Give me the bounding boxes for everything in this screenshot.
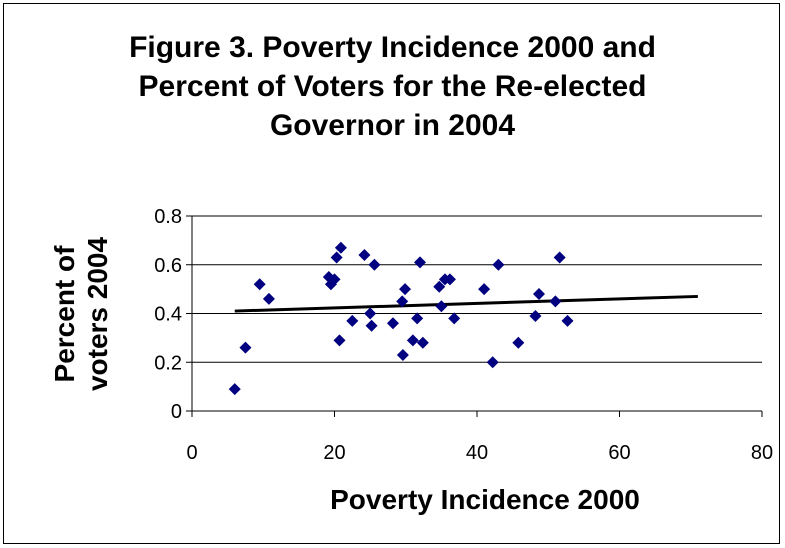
data-point bbox=[239, 341, 252, 354]
data-point bbox=[346, 314, 359, 327]
trendline-group bbox=[234, 294, 698, 313]
data-point bbox=[365, 319, 378, 332]
data-point bbox=[433, 280, 446, 293]
data-point bbox=[334, 241, 347, 254]
data-point bbox=[553, 251, 566, 264]
data-point bbox=[386, 317, 399, 330]
x-tick-label: 0 bbox=[186, 442, 197, 464]
chart-title-line-1: Figure 3. Poverty Incidence 2000 and bbox=[129, 31, 656, 64]
x-tick-label: 60 bbox=[608, 442, 630, 464]
data-point bbox=[561, 314, 574, 327]
x-axis-title: Poverty Incidence 2000 bbox=[330, 484, 640, 515]
data-point bbox=[512, 336, 525, 349]
data-point bbox=[414, 256, 426, 269]
data-point bbox=[396, 348, 409, 361]
data-point bbox=[368, 258, 381, 271]
trendline bbox=[234, 294, 698, 313]
x-tick-label: 80 bbox=[751, 442, 773, 464]
x-tick-labels: 0 20 40 60 80 bbox=[186, 442, 773, 464]
data-point bbox=[448, 312, 461, 325]
y-axis-title-line-1: Percent of bbox=[49, 245, 80, 383]
data-point bbox=[399, 283, 412, 296]
data-point bbox=[478, 283, 491, 296]
y-tick-label: 0.6 bbox=[154, 255, 182, 277]
data-points bbox=[228, 241, 574, 396]
data-point bbox=[492, 258, 505, 271]
chart-title: Figure 3. Poverty Incidence 2000 and Per… bbox=[0, 28, 785, 145]
axes bbox=[186, 215, 763, 417]
y-tick-labels: 0 0.2 0.4 0.6 0.8 bbox=[154, 206, 182, 423]
data-point bbox=[396, 295, 409, 308]
data-point bbox=[416, 336, 429, 349]
gridlines bbox=[192, 215, 762, 363]
data-point bbox=[228, 383, 241, 396]
x-tick-label: 40 bbox=[466, 442, 488, 464]
y-axis-title-line-2: voters 2004 bbox=[82, 237, 113, 392]
data-point bbox=[364, 307, 377, 320]
data-point bbox=[328, 273, 341, 286]
y-axis-title: Percent of voters 2004 bbox=[49, 237, 113, 392]
chart-title-line-2: Percent of Voters for the Re-elected bbox=[138, 70, 647, 103]
data-point bbox=[253, 278, 266, 291]
data-point bbox=[406, 334, 419, 347]
data-point bbox=[532, 288, 545, 300]
y-tick-label: 0.2 bbox=[154, 352, 182, 374]
chart-title-line-3: Governor in 2004 bbox=[269, 109, 516, 142]
y-tick-label: 0 bbox=[171, 401, 182, 423]
data-point bbox=[435, 300, 448, 313]
data-point bbox=[330, 251, 343, 264]
data-point bbox=[411, 312, 424, 325]
data-point bbox=[262, 292, 275, 305]
data-point bbox=[333, 334, 346, 347]
data-point bbox=[486, 356, 499, 369]
data-point bbox=[358, 249, 371, 261]
y-tick-label: 0.4 bbox=[154, 304, 182, 326]
data-point bbox=[549, 295, 562, 308]
x-tick-label: 20 bbox=[323, 442, 345, 464]
data-point bbox=[529, 309, 542, 322]
chart-frame bbox=[3, 3, 780, 544]
data-point bbox=[443, 273, 456, 286]
y-tick-label: 0.8 bbox=[154, 206, 182, 228]
